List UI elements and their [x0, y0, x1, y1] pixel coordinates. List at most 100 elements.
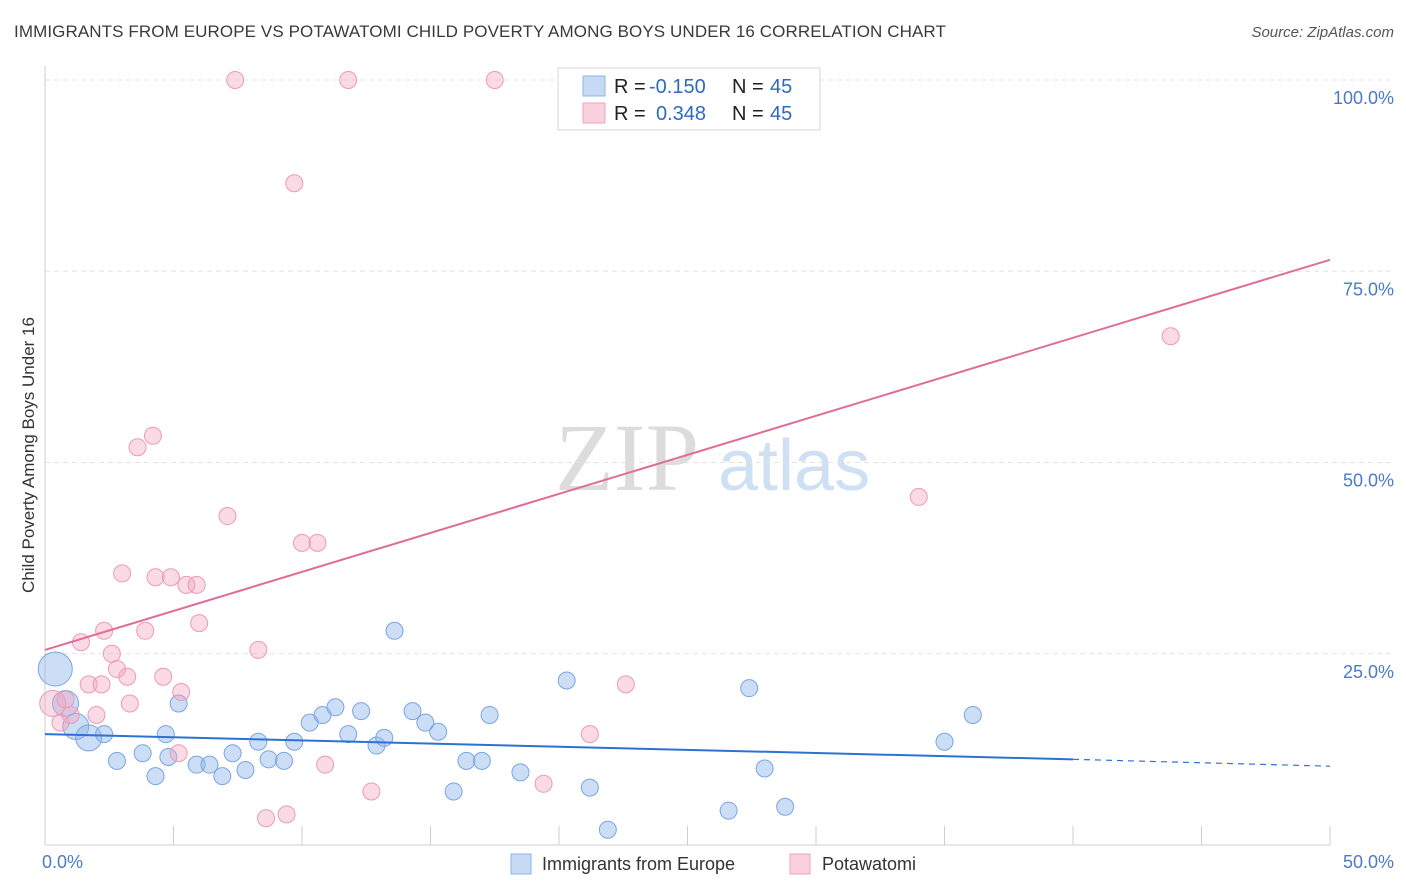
point-potawatomi: [308, 533, 327, 552]
x-tick-label-min: 0.0%: [42, 852, 83, 872]
bottom-legend-label-potawatomi: Potawatomi: [822, 854, 916, 874]
point-europe: [236, 761, 255, 780]
point-potawatomi: [61, 705, 80, 724]
point-europe: [480, 705, 499, 724]
point-potawatomi: [339, 71, 358, 89]
point-europe: [146, 767, 165, 786]
y-tick-label: 100.0%: [1333, 88, 1394, 108]
axes: [44, 66, 1331, 846]
point-europe: [275, 751, 294, 770]
legend-n-value-potawatomi: 45: [770, 103, 792, 125]
gridlines: [45, 79, 1395, 655]
point-europe: [326, 698, 345, 717]
y-tick-label: 75.0%: [1343, 279, 1394, 299]
watermark-zip: ZIP: [555, 404, 699, 511]
point-europe: [159, 748, 178, 767]
point-potawatomi: [616, 675, 635, 694]
point-europe: [339, 725, 358, 744]
watermark-atlas: atlas: [718, 426, 870, 506]
chart-title: IMMIGRANTS FROM EUROPE VS POTAWATOMI CHI…: [14, 22, 946, 41]
point-potawatomi: [249, 640, 268, 659]
point-europe: [429, 722, 448, 741]
legend-n-label-potawatomi: N =: [732, 103, 764, 125]
point-europe: [259, 750, 278, 769]
point-europe: [187, 755, 206, 774]
point-potawatomi: [177, 575, 196, 594]
point-europe: [285, 732, 304, 751]
point-europe: [223, 744, 242, 763]
legend-n-label-europe: N =: [732, 76, 764, 98]
point-europe: [169, 694, 188, 713]
point-potawatomi: [154, 667, 173, 686]
point-potawatomi: [316, 755, 335, 774]
bottom-legend-swatch-potawatomi: [789, 853, 811, 875]
point-europe: [580, 778, 599, 797]
trend-line-potawatomi: [44, 258, 1331, 651]
point-potawatomi: [51, 713, 70, 732]
point-europe: [200, 755, 219, 774]
point-potawatomi: [580, 725, 599, 744]
point-potawatomi: [190, 614, 209, 633]
point-europe: [95, 725, 114, 744]
point-potawatomi: [161, 568, 180, 587]
point-potawatomi: [79, 675, 98, 694]
point-europe: [472, 751, 491, 770]
point-europe: [352, 702, 371, 721]
point-europe: [37, 651, 73, 687]
point-potawatomi: [169, 744, 188, 763]
point-potawatomi: [95, 621, 114, 640]
legend-r-value-potawatomi: 0.348: [656, 103, 706, 125]
point-potawatomi: [257, 809, 276, 828]
point-potawatomi: [118, 667, 137, 686]
y-tick-labels: 25.0% 50.0% 75.0% 100.0%: [1333, 88, 1394, 682]
point-potawatomi: [136, 621, 155, 640]
point-europe: [156, 725, 175, 744]
x-tick-label-max: 50.0%: [1343, 852, 1394, 872]
legend-r-value-europe: -0.150: [649, 76, 706, 98]
point-potawatomi: [218, 507, 237, 526]
legend-swatch-potawatomi: [582, 102, 606, 124]
point-europe: [403, 702, 422, 721]
point-potawatomi: [143, 426, 162, 445]
point-europe: [107, 751, 126, 770]
point-potawatomi: [1161, 327, 1180, 346]
legend-r-label-europe: R =: [614, 76, 646, 98]
point-europe: [213, 767, 232, 786]
point-potawatomi: [146, 568, 165, 587]
point-europe: [444, 782, 463, 801]
point-potawatomi: [128, 438, 147, 457]
point-potawatomi: [226, 71, 245, 89]
point-europe: [776, 797, 795, 816]
y-tick-label: 25.0%: [1343, 662, 1394, 682]
legend-swatch-europe: [582, 75, 606, 97]
data-points: [37, 71, 1180, 839]
source-label: Source: ZipAtlas.com: [1251, 24, 1394, 41]
y-tick-label: 50.0%: [1343, 471, 1394, 491]
point-potawatomi: [285, 174, 304, 193]
legend-r-label-potawatomi: R =: [614, 103, 646, 125]
point-europe: [249, 732, 268, 751]
point-potawatomi: [485, 71, 504, 89]
point-potawatomi: [56, 690, 75, 709]
point-europe: [598, 820, 617, 839]
point-potawatomi: [277, 805, 296, 824]
point-potawatomi: [534, 774, 553, 793]
point-potawatomi: [87, 705, 106, 724]
point-europe: [375, 728, 394, 747]
point-europe: [755, 759, 774, 778]
bottom-legend-label-europe: Immigrants from Europe: [542, 854, 735, 874]
point-potawatomi: [120, 694, 139, 713]
point-potawatomi: [362, 782, 381, 801]
point-europe: [963, 705, 982, 724]
point-potawatomi: [293, 533, 311, 552]
point-potawatomi: [107, 660, 126, 679]
trend-line-europe-extension: [1072, 758, 1331, 767]
legend-n-value-europe: 45: [770, 76, 792, 98]
trend-lines: [44, 258, 1331, 767]
point-europe: [385, 621, 404, 640]
bottom-legend-swatch-europe: [510, 853, 532, 875]
point-potawatomi: [909, 487, 928, 506]
trend-line-europe: [44, 733, 1074, 761]
point-europe: [133, 744, 152, 763]
